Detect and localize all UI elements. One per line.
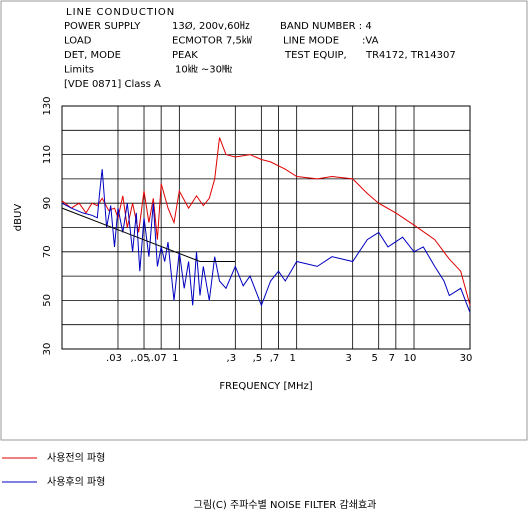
- header-title: LINE CONDUCTION: [66, 7, 175, 18]
- header-text: [VDE 0871] Class A: [64, 79, 161, 90]
- header-text: LOAD: [64, 36, 92, 47]
- header-text: Limits: [64, 65, 94, 76]
- y-axis-label: dBUV: [13, 204, 24, 232]
- data-line: [61, 169, 471, 313]
- x-tick-label: ,5: [253, 353, 263, 364]
- x-tick-label: 1: [289, 353, 295, 364]
- header-text: TEST EQUIP,: [284, 50, 347, 61]
- data-line: [61, 207, 236, 262]
- y-tick-label: 70: [42, 245, 53, 258]
- x-tick-label: 3: [345, 353, 351, 364]
- x-axis-label: FREQUENCY [MHz]: [219, 381, 312, 392]
- header-text: PEAK: [172, 50, 198, 61]
- x-tick-label: ,.07: [148, 353, 167, 364]
- header-text: ECMOTOR 7,5㎾: [172, 35, 252, 47]
- y-tick-label: 30: [42, 343, 53, 356]
- x-tick-label: 7: [389, 353, 395, 364]
- y-tick-label: 50: [42, 294, 53, 307]
- header-text: 13Ø, 200v,60㎐: [172, 20, 250, 32]
- x-tick-label: 10: [404, 353, 417, 364]
- caption: 그림(C) 주파수별 NOISE FILTER 감쇄효과: [194, 499, 377, 511]
- header-text: DET, MODE: [64, 50, 121, 61]
- x-tick-label: 5: [372, 353, 378, 364]
- x-tick-label: 30: [460, 353, 473, 364]
- header-text: 10㎑ ~30㎒: [175, 64, 232, 76]
- frame: [0, 0, 528, 441]
- legend-label: 사용전의 파형: [47, 452, 105, 464]
- header-text: :VA: [362, 36, 379, 47]
- header-text: TR4172, TR14307: [365, 50, 456, 61]
- x-tick-label: .03: [106, 353, 122, 364]
- x-tick-label: ,.05: [130, 353, 149, 364]
- data-line: [61, 137, 471, 306]
- header-text: LINE MODE: [283, 36, 339, 47]
- y-tick-label: 130: [42, 96, 53, 115]
- header-text: BAND NUMBER : 4: [280, 21, 372, 32]
- header-text: POWER SUPPLY: [64, 21, 141, 32]
- y-tick-label: 90: [42, 197, 53, 210]
- x-tick-label: ,3: [227, 353, 237, 364]
- x-tick-label: ,7: [270, 353, 280, 364]
- legend-label: 사용후의 파형: [47, 476, 105, 488]
- y-tick-label: 110: [42, 145, 53, 164]
- x-tick-label: 1: [172, 353, 178, 364]
